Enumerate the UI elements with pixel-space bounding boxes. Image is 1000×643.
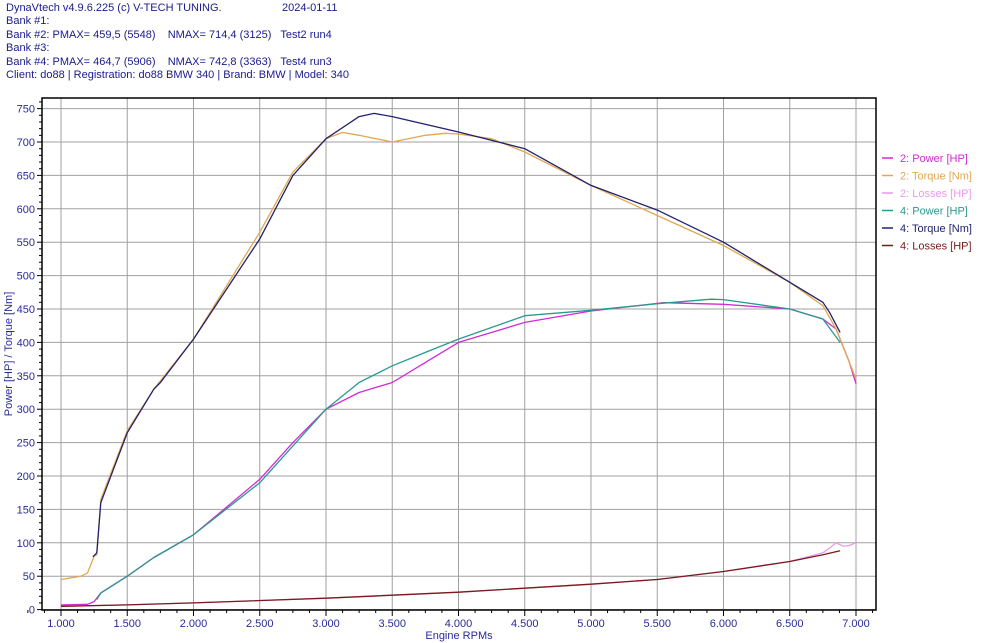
x-tick-label: 3.500 xyxy=(378,618,406,630)
y-tick-label: 750 xyxy=(17,104,35,116)
series-line xyxy=(96,298,841,600)
y-tick-label: 500 xyxy=(17,271,35,283)
y-tick-label: 100 xyxy=(17,538,35,550)
x-tick-label: 6.500 xyxy=(776,618,804,630)
header-line: Bank #4: PMAX= 464,7 (5906) NMAX= 742,8 … xyxy=(6,55,332,68)
legend-entry: 2: Power [HP] xyxy=(900,153,968,165)
series-line xyxy=(92,112,841,558)
x-tick-label: 2.000 xyxy=(180,618,208,630)
plot-frame xyxy=(41,97,877,611)
y-tick-label: 600 xyxy=(17,204,35,216)
x-tick-label: 4.000 xyxy=(445,618,473,630)
x-tick-label: 3.000 xyxy=(312,618,340,630)
y-tick-label: 450 xyxy=(17,304,35,316)
y-tick-label: 550 xyxy=(17,237,35,249)
y-tick-label: 150 xyxy=(17,504,35,516)
legend-entry: 2: Torque [Nm] xyxy=(900,171,972,183)
y-tick-label: 250 xyxy=(17,438,35,450)
x-tick-label: 4.500 xyxy=(511,618,539,630)
x-tick-label: 1.000 xyxy=(47,618,75,630)
header-line: Bank #1: xyxy=(6,15,50,28)
y-tick-label: 350 xyxy=(17,371,35,383)
y-tick-label: 700 xyxy=(17,137,35,149)
legend-entry: 2: Losses [HP] xyxy=(900,188,972,200)
x-tick-label: 5.500 xyxy=(643,618,671,630)
y-tick-label: 650 xyxy=(17,170,35,182)
x-tick-label: 2.500 xyxy=(246,618,274,630)
y-tick-label: 200 xyxy=(17,471,35,483)
x-tick-label: 1.500 xyxy=(113,618,141,630)
app-title: DynaVtech v4.9.6.225 (c) V-TECH TUNING. xyxy=(6,2,222,14)
y-tick-label: 300 xyxy=(17,404,35,416)
y-tick-label: 400 xyxy=(17,337,35,349)
x-axis-label: Engine RPMs xyxy=(425,630,493,642)
header-line: Bank #3: xyxy=(6,42,50,55)
legend-entry: 4: Power [HP] xyxy=(900,206,968,218)
header-line: Client: do88 | Registration: do88 BMW 34… xyxy=(6,69,350,82)
y-tick-label: 50 xyxy=(23,571,35,583)
test-date: 2024-01-11 xyxy=(282,2,338,14)
y-tick-label: 0 xyxy=(29,605,35,617)
x-tick-label: 5.000 xyxy=(577,618,605,630)
header-line: Bank #2: PMAX= 459,5 (5548) NMAX= 714,4 … xyxy=(6,28,332,41)
legend-entry: 4: Losses [HP] xyxy=(900,241,972,253)
legend-entry: 4: Torque [Nm] xyxy=(900,223,972,235)
x-tick-label: 6.000 xyxy=(710,618,738,630)
series-line xyxy=(60,550,841,607)
x-tick-label: 7.000 xyxy=(842,618,870,630)
chart-header: DynaVtech v4.9.6.225 (c) V-TECH TUNING. … xyxy=(6,2,349,82)
y-axis-label: Power [HP] / Torque [Nm] xyxy=(3,292,15,417)
